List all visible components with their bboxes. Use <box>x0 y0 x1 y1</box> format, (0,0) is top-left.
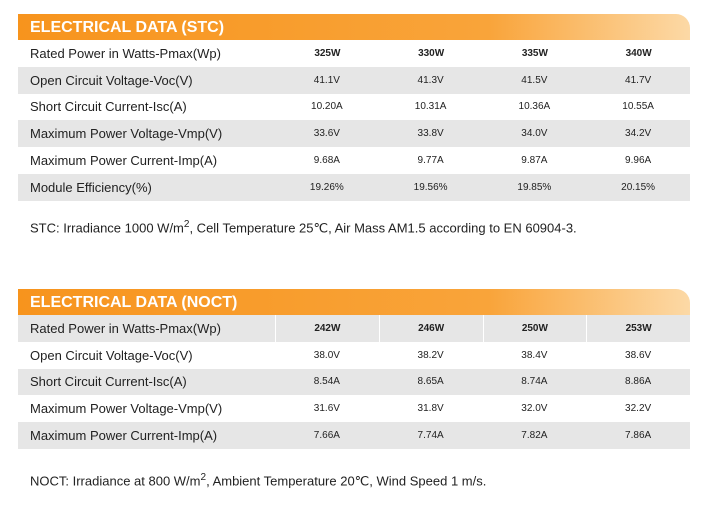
value-cell: 8.54A <box>313 376 340 388</box>
value-cell: 9.68A <box>313 155 340 167</box>
value-cell: 19.85% <box>517 181 552 193</box>
header-cell: 325W <box>275 40 379 67</box>
data-row: Open Circuit Voltage-Voc(V) 41.1V 41.3V 41.… <box>18 66 690 94</box>
note-text: NOCT: Irradiance at 800 W/m <box>30 473 201 489</box>
value-cell: 31.6V <box>313 403 340 415</box>
value-cell: 10.55A <box>622 101 654 113</box>
data-row: Open Circuit Voltage-Voc(V) 38.0V 38.2V 38.… <box>18 342 690 369</box>
data-row: Short Circuit Current-Isc(A) 8.54A 8.65A 8.… <box>18 368 690 396</box>
row-label: Open Circuit Voltage-Voc(V) <box>30 72 193 88</box>
value-cell: 33.8V <box>417 128 444 140</box>
value-cell: 7.82A <box>521 430 548 442</box>
value-cell: 9.77A <box>417 155 444 167</box>
value-cell: 38.4V <box>521 349 548 361</box>
header-cell: 246W <box>378 315 483 342</box>
value-cell: 33.6V <box>313 128 340 140</box>
row-label: Short Circuit Current-Isc(A) <box>30 374 187 390</box>
header-cell: 242W <box>275 315 379 342</box>
value-cell: 41.7V <box>625 74 652 86</box>
row-label: Maximum Power Current-Imp(A) <box>30 428 218 444</box>
section: ELECTRICAL DATA (STC) Rated Power in Watt… <box>18 14 690 201</box>
value-cell: 10.36A <box>518 101 551 113</box>
data-row: Maximum Power Voltage-Vmp(V) 33.6V 33.8V 34… <box>18 120 690 148</box>
value-cell: 38.6V <box>625 349 652 361</box>
value-cell: 20.15% <box>621 181 656 193</box>
value-cell: 19.56% <box>413 181 448 193</box>
data-row: Maximum Power Voltage-Vmp(V) 31.6V 31.8V 32… <box>18 395 690 422</box>
value-cell: 10.20A <box>311 101 343 113</box>
data-row: Short Circuit Current-Isc(A) 10.20A 10.31A… <box>18 94 690 121</box>
note-text: STC: Irradiance 1000 W/m <box>30 220 184 236</box>
value-cell: 41.3V <box>417 74 444 86</box>
header-cell: 340W <box>586 40 690 67</box>
row-label: Short Circuit Current-Isc(A) <box>30 99 187 115</box>
value-cell: 32.0V <box>521 403 548 415</box>
value-cell: 10.31A <box>414 101 447 113</box>
value-cell: 9.96A <box>625 155 652 167</box>
value-cell: 8.86A <box>625 376 652 388</box>
header-row: Rated Power in Watts-Pmax(Wp) 325W 330W 335… <box>18 40 690 67</box>
value-cell: 7.86A <box>625 430 652 442</box>
note-sup: 2 <box>200 472 207 483</box>
value-cell: 9.87A <box>521 155 548 167</box>
note: NOCT: Irradiance at 800 W/m2, Ambient Te… <box>30 472 486 489</box>
data-row: Maximum Power Current-Imp(A) 9.68A 9.77A 9.… <box>18 147 690 174</box>
value-cell: 38.2V <box>417 349 444 361</box>
row-label: Module Efficiency(%) <box>30 179 152 195</box>
section-title: ELECTRICAL DATA (STC) <box>18 14 690 40</box>
row-label: Rated Power in Watts-Pmax(Wp) <box>30 45 221 61</box>
value-cell: 7.66A <box>313 430 340 442</box>
header-cell: 250W <box>482 315 587 342</box>
row-label: Rated Power in Watts-Pmax(Wp) <box>30 320 221 336</box>
note-sup: 2 <box>183 219 190 230</box>
note-text: , Cell Temperature 25℃, Air Mass AM1.5 a… <box>189 220 577 236</box>
row-label: Maximum Power Voltage-Vmp(V) <box>30 126 223 142</box>
value-cell: 31.8V <box>417 403 444 415</box>
data-row: Module Efficiency(%) 19.26% 19.56% 19.85% 20… <box>18 173 690 201</box>
value-cell: 34.0V <box>521 128 548 140</box>
header-cell: 253W <box>586 315 690 342</box>
data-row: Maximum Power Current-Imp(A) 7.66A 7.74A 7.… <box>18 422 690 449</box>
section-title: ELECTRICAL DATA (NOCT) <box>18 289 690 315</box>
section: ELECTRICAL DATA (NOCT) Rated Power in Wat… <box>18 289 690 449</box>
header-cell: 335W <box>482 40 587 67</box>
row-label: Maximum Power Current-Imp(A) <box>30 153 218 169</box>
value-cell: 41.5V <box>521 74 548 86</box>
note: STC: Irradiance 1000 W/m2, Cell Temperat… <box>30 219 577 236</box>
row-label: Open Circuit Voltage-Voc(V) <box>30 347 193 363</box>
header-row: Rated Power in Watts-Pmax(Wp) 242W 246W 250… <box>18 315 690 342</box>
value-cell: 32.2V <box>625 403 652 415</box>
header-cell: 330W <box>378 40 483 67</box>
value-cell: 8.74A <box>521 376 548 388</box>
note-text: , Ambient Temperature 20℃, Wind Speed 1 … <box>206 473 487 489</box>
value-cell: 19.26% <box>309 181 344 193</box>
value-cell: 38.0V <box>313 349 340 361</box>
value-cell: 34.2V <box>625 128 652 140</box>
row-label: Maximum Power Voltage-Vmp(V) <box>30 401 223 417</box>
value-cell: 41.1V <box>313 74 340 86</box>
value-cell: 8.65A <box>417 376 444 388</box>
value-cell: 7.74A <box>417 430 444 442</box>
